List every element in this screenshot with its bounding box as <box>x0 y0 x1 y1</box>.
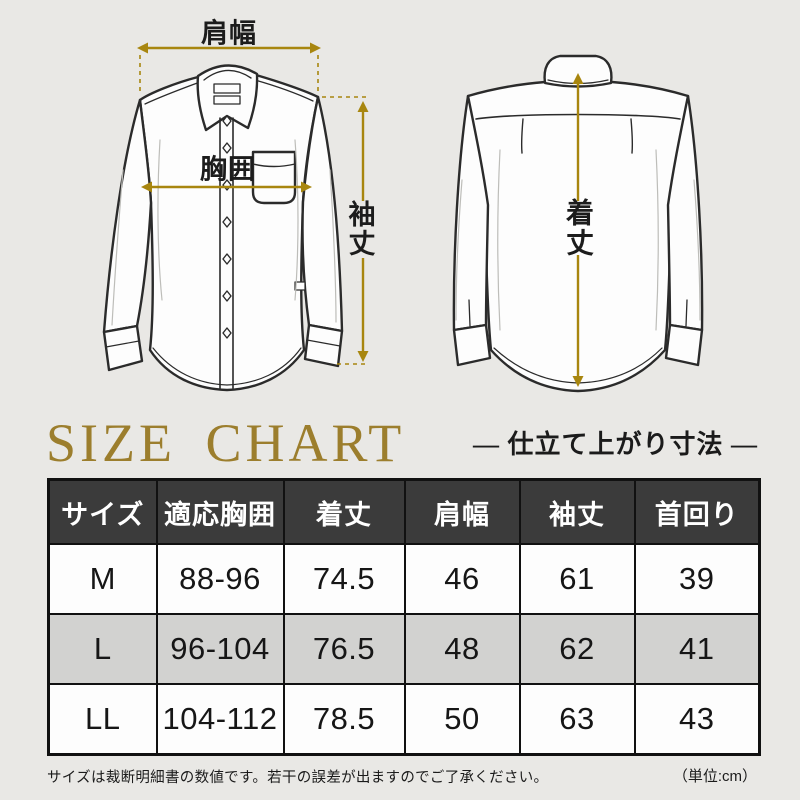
cell-fit-chest: 88-96 <box>155 543 285 615</box>
sleeve-length-arrow <box>337 101 369 365</box>
header-length: 着丈 <box>282 478 406 545</box>
cell-length: 74.5 <box>282 543 406 615</box>
shirt-illustrations <box>102 42 704 393</box>
front-buttons <box>222 115 232 339</box>
measurement-arrows <box>137 42 584 387</box>
front-fold-lines <box>111 139 337 326</box>
table-row-ll: LL 104-112 78.5 50 63 43 <box>47 683 761 756</box>
cell-neck: 43 <box>633 683 761 756</box>
cell-shoulder: 50 <box>403 683 521 756</box>
cell-neck: 39 <box>633 543 761 615</box>
header-fit-chest: 適応胸囲 <box>155 478 285 545</box>
body-length-arrow <box>572 73 584 387</box>
sleeve-length-label: 袖丈 <box>344 200 375 258</box>
cell-sleeve: 63 <box>518 683 636 756</box>
size-table: サイズ 適応胸囲 着丈 肩幅 袖丈 首回り M 88-96 74.5 46 61… <box>47 478 761 756</box>
cell-length: 78.5 <box>282 683 406 756</box>
cell-neck: 41 <box>633 613 761 685</box>
shoulder-width-arrow <box>137 42 366 98</box>
chest-width-label: 胸囲 <box>200 154 256 185</box>
page-title: SIZE CHART <box>46 413 406 473</box>
front-shirt-illustration <box>102 64 344 392</box>
shirt-measurement-diagram: 肩幅 胸囲 袖丈 着丈 <box>102 18 704 393</box>
header-size: サイズ <box>47 478 158 545</box>
header-sleeve: 袖丈 <box>518 478 636 545</box>
body-length-label: 着丈 <box>563 198 594 258</box>
cell-shoulder: 46 <box>403 543 521 615</box>
footer-note: サイズは裁断明細書の数値です。若干の誤差が出ますのでご了承ください。 <box>47 770 549 786</box>
cell-fit-chest: 96-104 <box>155 613 285 685</box>
back-shirt-illustration <box>452 54 704 393</box>
back-fold-lines <box>455 149 701 331</box>
cell-fit-chest: 104-112 <box>155 683 285 756</box>
shoulder-width-label: 肩幅 <box>201 18 257 49</box>
cell-size: LL <box>47 683 158 756</box>
header-shoulder: 肩幅 <box>403 478 521 545</box>
cell-shoulder: 48 <box>403 613 521 685</box>
footer-unit: （単位:cm） <box>672 768 757 785</box>
cell-size: L <box>47 613 158 685</box>
size-table-header-row: サイズ 適応胸囲 着丈 肩幅 袖丈 首回り <box>47 478 761 545</box>
page-subtitle: — 仕立て上がり寸法 — <box>472 430 758 459</box>
table-row-m: M 88-96 74.5 46 61 39 <box>47 543 761 615</box>
cell-length: 76.5 <box>282 613 406 685</box>
cell-sleeve: 61 <box>518 543 636 615</box>
table-row-l: L 96-104 76.5 48 62 41 <box>47 613 761 685</box>
chest-width-arrow <box>141 181 312 193</box>
cell-size: M <box>47 543 158 615</box>
cell-sleeve: 62 <box>518 613 636 685</box>
header-neck: 首回り <box>633 478 761 545</box>
